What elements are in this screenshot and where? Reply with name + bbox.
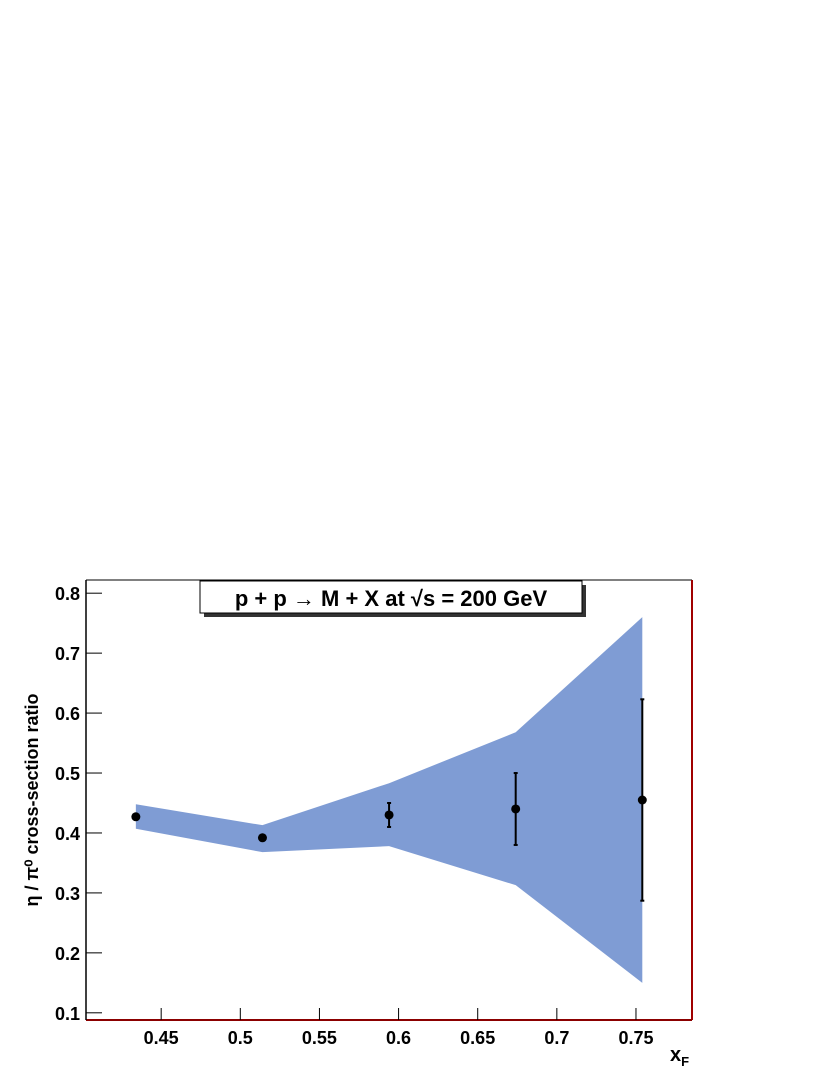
x-axis-label-main: x: [670, 1044, 681, 1066]
data-point: [637, 698, 647, 902]
marker: [511, 804, 521, 814]
marker: [384, 810, 394, 820]
y-tick-label: 0.7: [55, 644, 80, 664]
x-tick-label: 0.75: [618, 1028, 653, 1048]
y-tick-label: 0.6: [55, 704, 80, 724]
plot: [131, 617, 647, 983]
x-tick-label: 0.55: [302, 1028, 337, 1048]
x-tick-label: 0.7: [544, 1028, 569, 1048]
marker: [257, 833, 267, 843]
data-point: [384, 801, 394, 828]
x-tick-label: 0.65: [460, 1028, 495, 1048]
x-axis-label-sub: F: [681, 1054, 689, 1069]
data-point: [131, 812, 141, 822]
y-axis-label: η / π⁰ cross-section ratio: [22, 693, 42, 906]
y-tick-label: 0.1: [55, 1004, 80, 1024]
chart-title: p + p → M + X at √s = 200 GeV: [235, 586, 548, 611]
marker: [637, 795, 647, 805]
y-tick-label: 0.8: [55, 584, 80, 604]
x-tick-label: 0.45: [144, 1028, 179, 1048]
y-tick-label: 0.4: [55, 824, 80, 844]
x-tick-label: 0.6: [386, 1028, 411, 1048]
data-point: [511, 772, 521, 846]
marker: [131, 812, 141, 822]
uncertainty-band: [135, 617, 643, 983]
x-axis-label: xF: [670, 1044, 689, 1069]
y-tick-label: 0.5: [55, 764, 80, 784]
y-tick-label: 0.2: [55, 944, 80, 964]
data-point: [257, 833, 267, 843]
y-tick-label: 0.3: [55, 884, 80, 904]
x-tick-label: 0.5: [228, 1028, 253, 1048]
title-box: [199, 580, 583, 614]
